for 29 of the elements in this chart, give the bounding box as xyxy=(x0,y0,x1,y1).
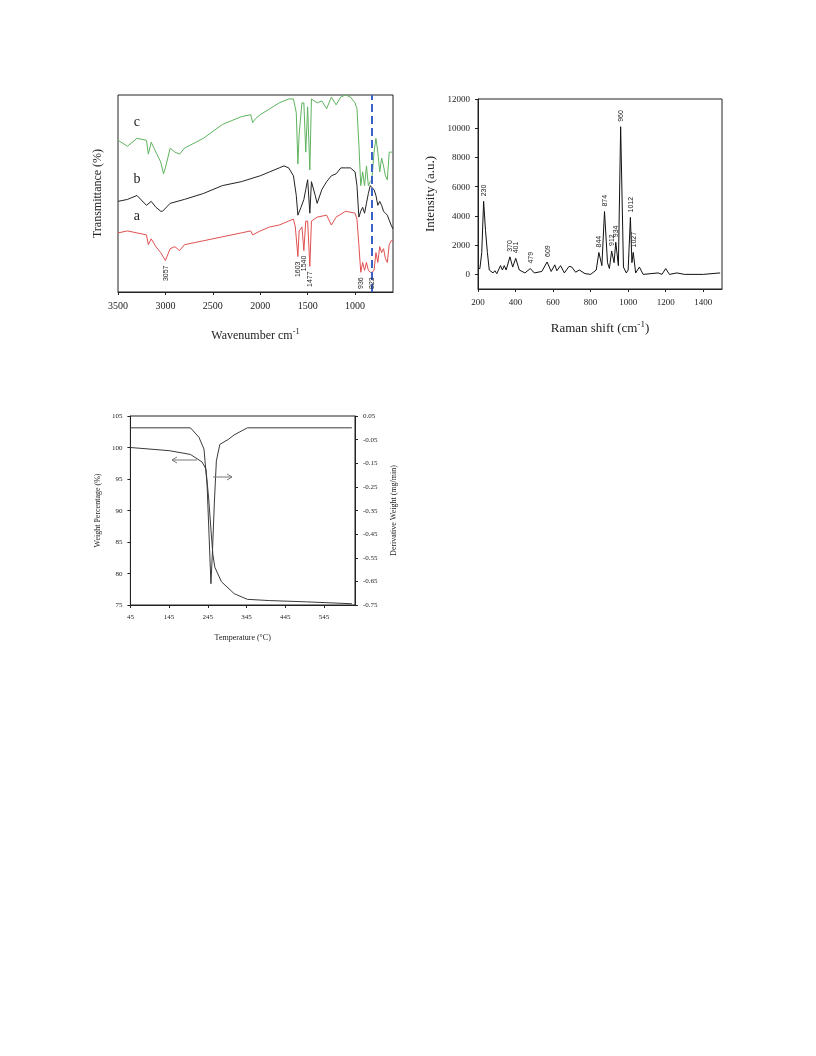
y2-axis-title: Derivative Weight (mg/min) xyxy=(388,464,398,556)
y-tick-label: 2000 xyxy=(452,240,471,251)
y-tick-label: 8000 xyxy=(452,152,471,163)
x-axis-title: Temperature (°C) xyxy=(214,632,272,642)
series-label: c xyxy=(133,113,141,129)
series-label: b xyxy=(133,170,141,186)
line-series xyxy=(477,126,721,275)
series-label: a xyxy=(133,208,141,224)
x-tick-label: 200 xyxy=(471,296,486,307)
y-axis-title: Weight Percentage (%) xyxy=(92,473,102,548)
x-tick-label: 400 xyxy=(508,296,523,307)
x-tick-label: 800 xyxy=(583,296,598,307)
y-axis-title: Transmittance (%) xyxy=(90,148,104,239)
x-tick-label: 2000 xyxy=(250,299,271,311)
y-tick-label: 10000 xyxy=(447,123,471,134)
x-tick-label: 1400 xyxy=(694,296,713,307)
x-tick-label: 1000 xyxy=(345,299,366,311)
x-tick-label: 2500 xyxy=(202,299,223,311)
y-tick-label: 6000 xyxy=(452,181,471,192)
y-tick-label: 0 xyxy=(465,269,471,280)
x-tick-label: 1500 xyxy=(297,299,318,311)
y-tick-label: 4000 xyxy=(452,210,471,221)
x-tick-label: 1000 xyxy=(619,296,638,307)
x-tick-label: 600 xyxy=(546,296,561,307)
x-tick-label: 1200 xyxy=(656,296,676,307)
y-axis-title: Intensity (a.u.) xyxy=(422,155,437,233)
x-tick-label: 3000 xyxy=(155,299,176,311)
x-tick-label: 3500 xyxy=(108,299,128,311)
y-tick-label: 12000 xyxy=(447,94,471,104)
